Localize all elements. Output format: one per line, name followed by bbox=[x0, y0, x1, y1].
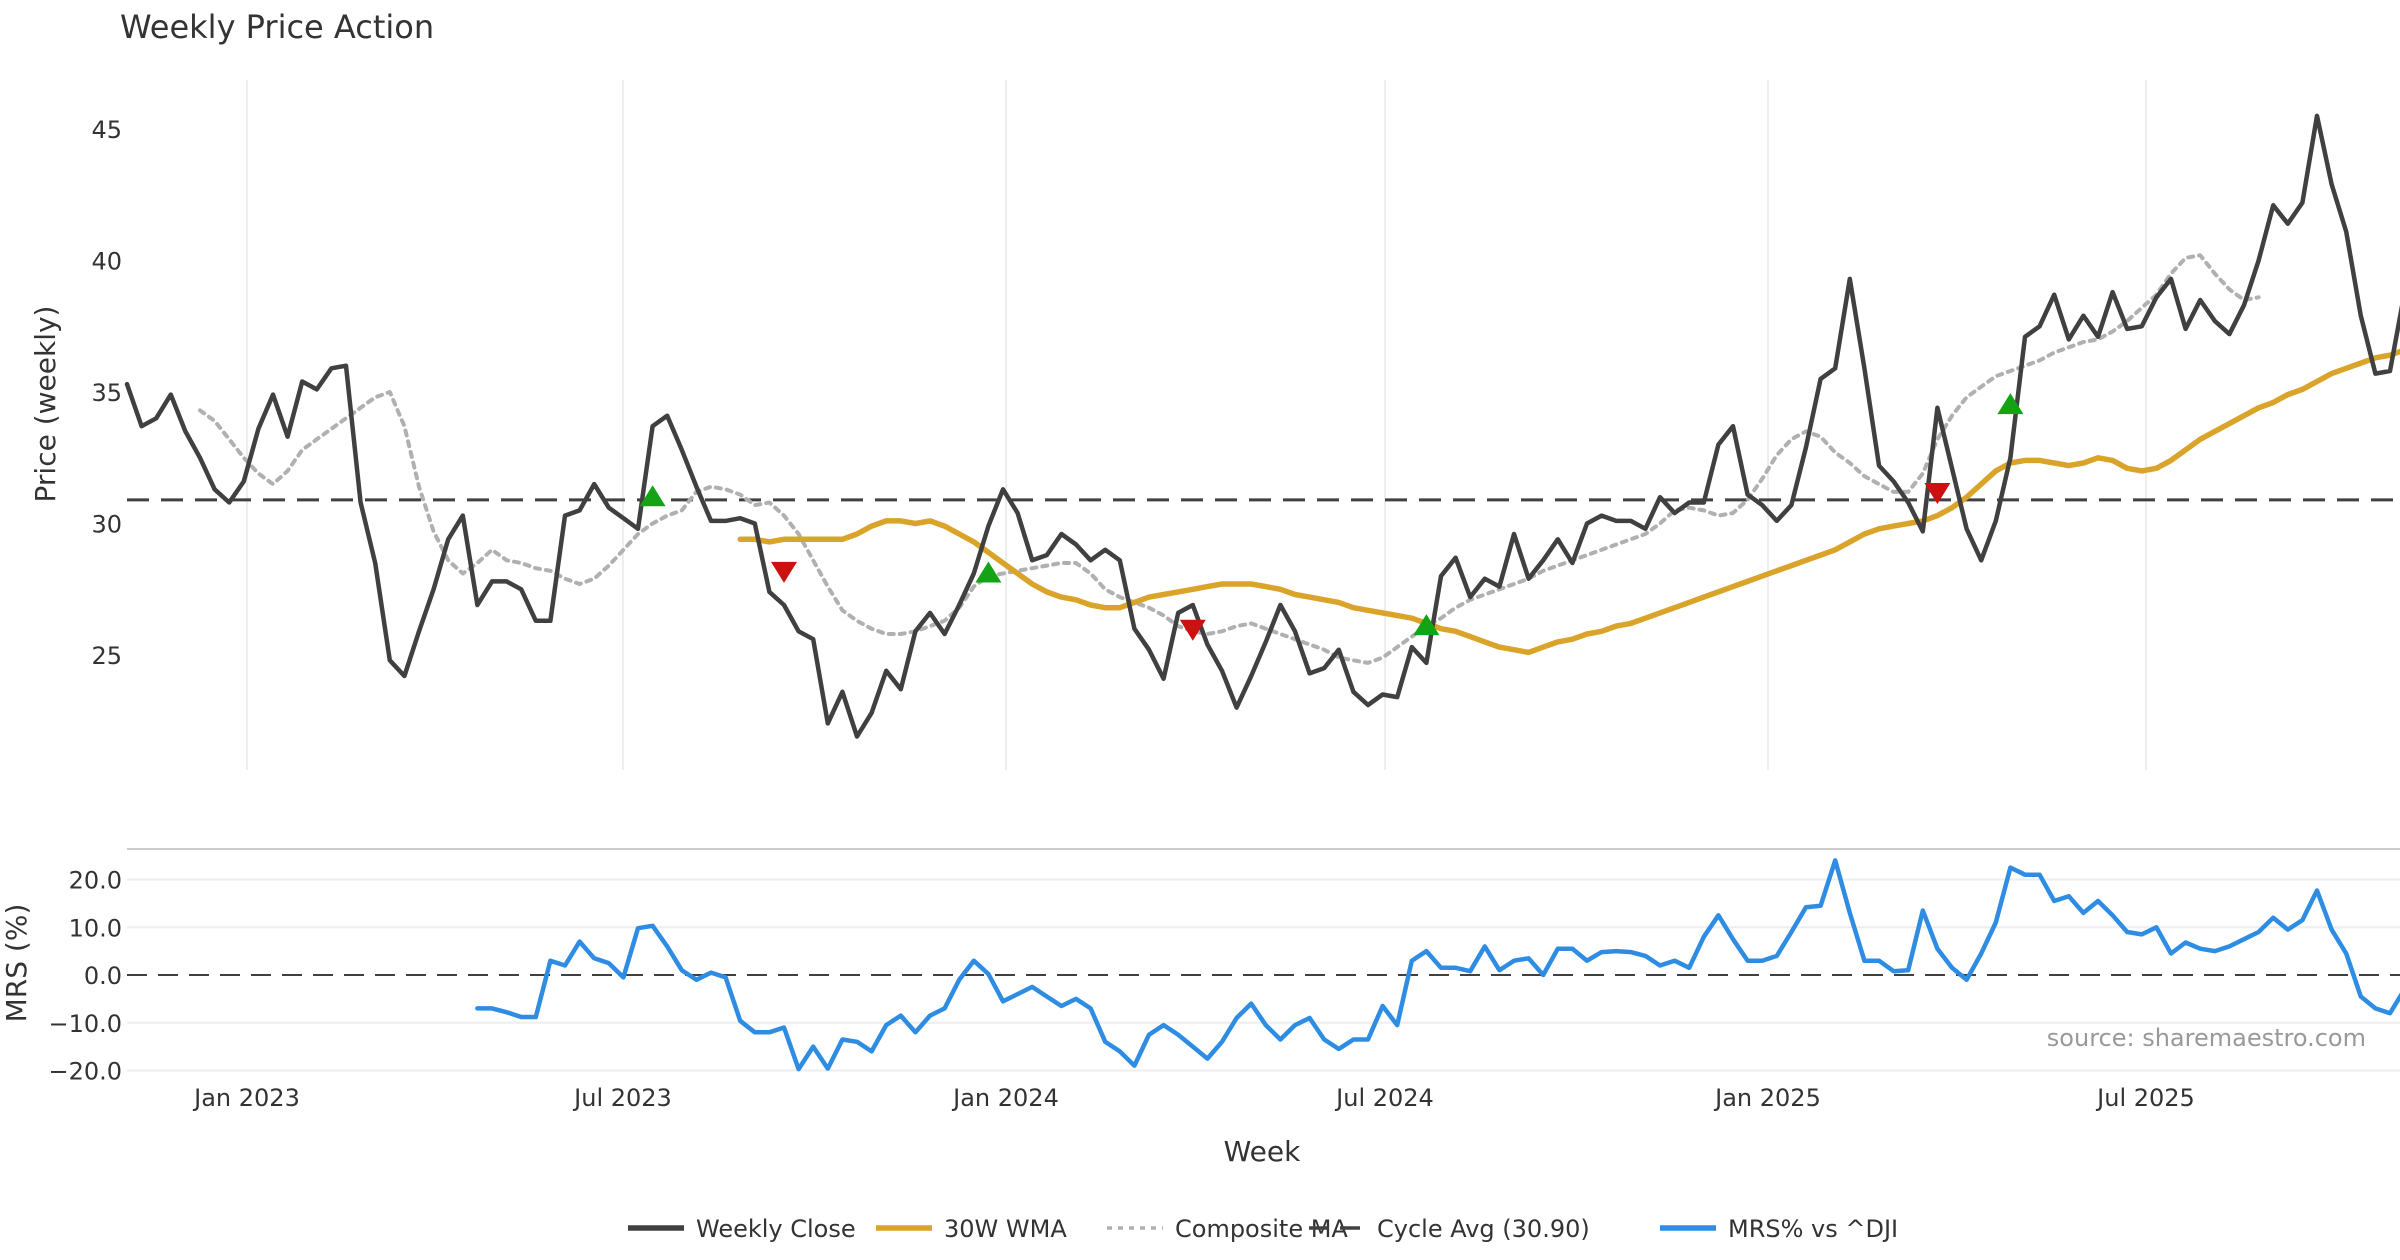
mrs-y-tick-label: 20.0 bbox=[69, 867, 122, 895]
price-series bbox=[124, 113, 2400, 739]
mrs-y-axis-label: MRS (%) bbox=[0, 904, 33, 1023]
x-tick-label: Jan 2023 bbox=[192, 1084, 300, 1112]
price-vertical-grid bbox=[246, 80, 2147, 770]
mrs-y-tick-label: 0.0 bbox=[84, 962, 122, 990]
legend-item: MRS% vs ^DJI bbox=[1660, 1215, 1898, 1243]
x-tick-label: Jul 2023 bbox=[572, 1084, 672, 1112]
x-tick-label: Jan 2025 bbox=[1713, 1084, 1821, 1112]
x-axis-ticks: Jan 2023 Jul 2023 Jan 2024 Jul 2024 Jan 2025… bbox=[192, 1084, 2195, 1112]
price-y-tick-label: 45 bbox=[91, 116, 122, 144]
price-y-tick-label: 35 bbox=[91, 379, 122, 407]
legend-label: MRS% vs ^DJI bbox=[1728, 1215, 1898, 1243]
mrs-y-ticks: 20.0 10.0 0.0 −10.0 −20.0 bbox=[48, 867, 122, 1086]
price-y-tick-label: 40 bbox=[91, 248, 122, 276]
price-y-tick-label: 25 bbox=[91, 642, 122, 670]
x-tick-label: Jan 2024 bbox=[951, 1084, 1059, 1112]
mrs-y-tick-label: 10.0 bbox=[69, 914, 122, 942]
sell-signal-marker bbox=[1924, 482, 1951, 504]
trade-signals bbox=[639, 393, 2024, 641]
x-axis-label: Week bbox=[1224, 1135, 1301, 1168]
legend-item: Cycle Avg (30.90) bbox=[1309, 1215, 1590, 1243]
buy-signal-marker bbox=[639, 485, 666, 507]
price-y-ticks: 25 30 35 40 45 bbox=[91, 116, 122, 670]
composite-ma-line bbox=[198, 253, 2261, 665]
x-tick-label: Jul 2025 bbox=[2095, 1084, 2195, 1112]
weekly-close-line bbox=[124, 113, 2400, 739]
buy-signal-marker bbox=[1413, 614, 1440, 636]
legend-label: Cycle Avg (30.90) bbox=[1377, 1215, 1590, 1243]
legend-label: Weekly Close bbox=[696, 1215, 856, 1243]
mrs-panel: 20.0 10.0 0.0 −10.0 −20.0 MRS (%) source: sh… bbox=[0, 848, 2400, 1086]
chart-title: Weekly Price Action bbox=[120, 8, 434, 46]
legend-item: Weekly Close bbox=[628, 1215, 856, 1243]
price-y-tick-label: 30 bbox=[91, 511, 122, 539]
sell-signal-marker bbox=[1179, 619, 1206, 641]
price-panel: 25 30 35 40 45 Price (weekly) bbox=[29, 80, 2400, 770]
mrs-y-tick-label: −20.0 bbox=[48, 1058, 122, 1086]
legend-item: Composite MA bbox=[1107, 1215, 1348, 1243]
buy-signal-marker bbox=[1997, 393, 2024, 415]
source-note: source: sharemaestro.com bbox=[2047, 1024, 2366, 1052]
legend-label: 30W WMA bbox=[944, 1215, 1067, 1243]
wma-30w-line bbox=[737, 348, 2400, 656]
buy-signal-marker bbox=[975, 561, 1002, 583]
x-tick-label: Jul 2024 bbox=[1334, 1084, 1434, 1112]
price-y-axis-label: Price (weekly) bbox=[29, 306, 62, 503]
mrs-series bbox=[475, 858, 2400, 1072]
sell-signal-marker bbox=[771, 561, 797, 583]
chart-legend: Weekly Close 30W WMA Composite MA Cycle Avg… bbox=[628, 1215, 1898, 1243]
mrs-line bbox=[475, 858, 2400, 1072]
mrs-y-tick-label: −10.0 bbox=[48, 1010, 122, 1038]
legend-item: 30W WMA bbox=[876, 1215, 1067, 1243]
